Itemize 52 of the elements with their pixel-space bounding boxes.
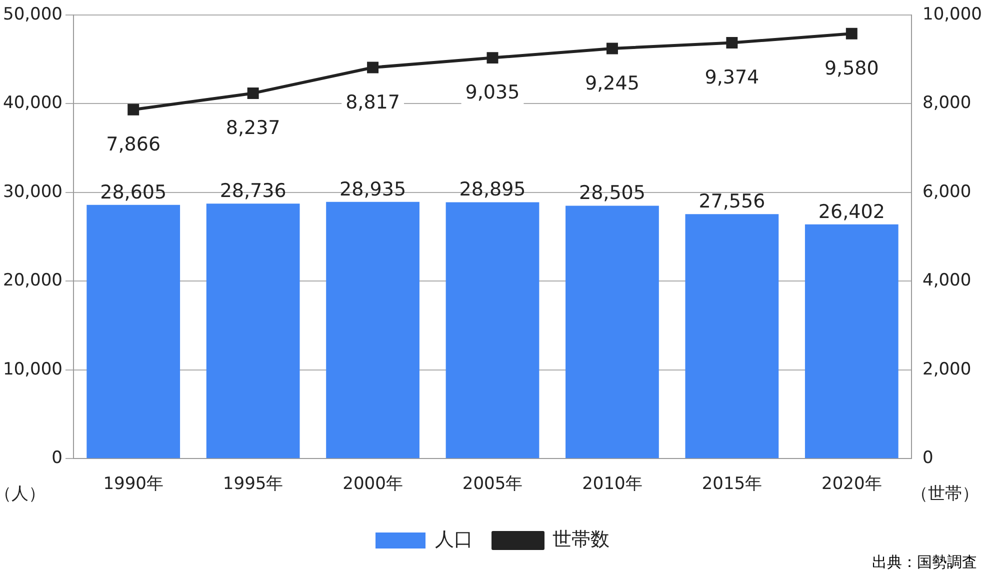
legend-label: 世帯数 [552,528,610,550]
point [726,37,738,49]
y-tick-label: 30,000 [3,182,62,202]
bar [566,206,659,458]
y2-tick-label: 2,000 [922,359,972,380]
data-label: 9,580 [824,58,879,80]
x-tick-label: 2000年 [342,474,403,494]
bar [206,204,300,458]
legend-label: 人口 [435,528,473,550]
bar [446,202,540,458]
data-label: 28,935 [340,178,406,200]
y2-axis-title: （世帯） [911,484,979,504]
y2-tick-label: 8,000 [922,93,972,114]
y-tick-label: 20,000 [3,270,62,291]
data-label: 28,895 [459,178,526,201]
data-label: 26,402 [818,200,885,223]
data-label: 28,505 [578,182,646,204]
x-tick-label: 2020年 [822,474,882,494]
y-tick-label: 0 [52,448,62,468]
x-tick-label: 2010年 [582,474,642,494]
y2-tick-label: 4,000 [922,270,972,291]
y2-tick-label: 10,000 [922,4,982,24]
data-label: 9,374 [704,66,760,89]
data-label: 8,817 [346,91,400,114]
y-tick-label: 50,000 [3,4,62,24]
point [247,87,259,99]
y2-tick-label: 0 [922,448,934,468]
bar [685,214,779,458]
data-label: 7,866 [106,134,161,156]
x-tick-label: 2015年 [702,474,762,494]
x-tick-label: 2005年 [462,474,523,494]
y2-tick-label: 6,000 [922,182,972,202]
point [486,52,498,64]
data-label: 8,237 [226,117,280,140]
y-tick-label: 40,000 [3,93,62,114]
data-label: 9,245 [585,72,640,94]
bar [804,224,898,458]
bar [326,202,420,458]
data-label: 27,556 [698,190,766,213]
x-tick-label: 1995年 [222,474,284,494]
data-label: 28,605 [100,181,167,204]
data-label: 28,736 [220,180,286,202]
y-axis-title: （人） [0,484,46,504]
point [367,62,379,74]
data-label: 9,035 [465,82,520,104]
point [606,42,618,54]
bar [86,204,180,458]
point [128,104,140,116]
point [846,28,858,40]
x-tick-label: 1990年 [103,474,164,494]
y-tick-label: 10,000 [3,359,62,380]
source-note: 出典：国勢調査 [872,553,977,572]
